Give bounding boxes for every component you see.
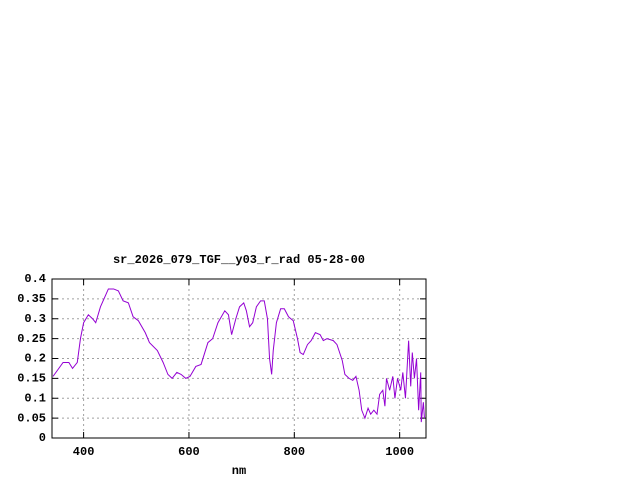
chart-title: sr_2026_079_TGF__y03_r_rad 05-28-00 [113, 253, 365, 267]
y-tick-label: 0.25 [17, 332, 46, 346]
x-axis-label: nm [232, 464, 246, 478]
y-tick-label: 0.3 [24, 312, 46, 326]
x-tick-label: 800 [284, 445, 306, 459]
y-tick-label: 0.1 [24, 391, 46, 405]
data-line [52, 288, 425, 423]
x-tick-label: 600 [178, 445, 200, 459]
plot-border [51, 278, 427, 439]
y-tick-label: 0.4 [24, 272, 46, 286]
y-tick-label: 0 [39, 431, 46, 445]
y-tick-label: 0.2 [24, 352, 46, 366]
y-tick-label: 0.35 [17, 292, 46, 306]
x-tick-label: 400 [73, 445, 95, 459]
x-tick-label: 1000 [385, 445, 414, 459]
y-tick-label: 0.15 [17, 372, 46, 386]
y-tick-label: 0.05 [17, 411, 46, 425]
